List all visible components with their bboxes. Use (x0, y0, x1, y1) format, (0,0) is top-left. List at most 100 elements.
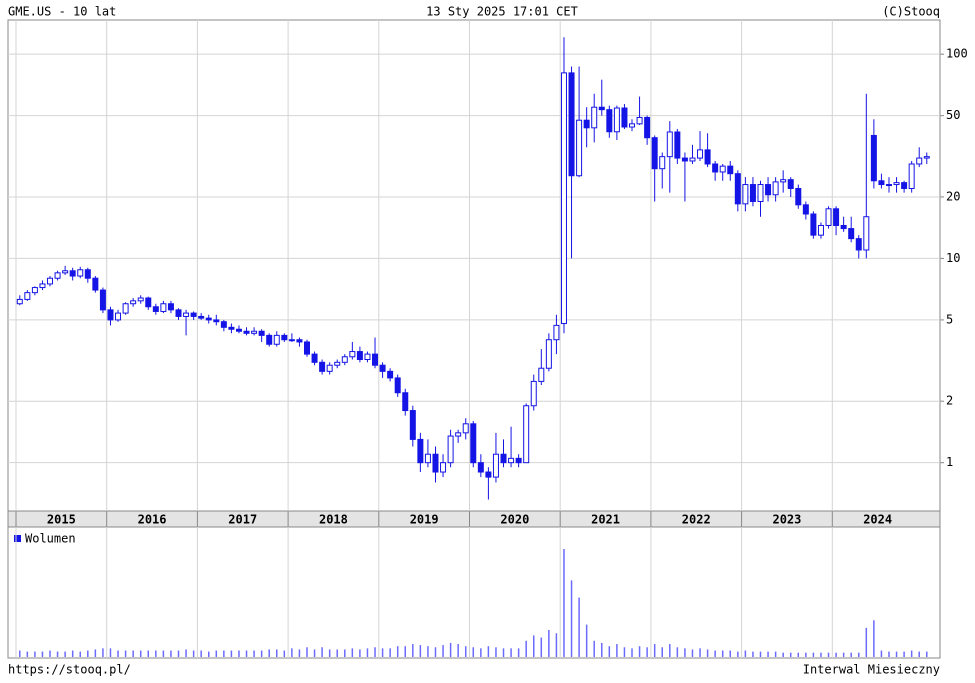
candle-body (863, 216, 870, 251)
candle-body (666, 131, 673, 158)
candle-body (908, 163, 915, 189)
x-tick-label: 2022 (682, 513, 711, 527)
candle-body (47, 277, 54, 285)
candle-body (24, 292, 31, 300)
candle-body (364, 353, 371, 361)
x-tick-label: 2020 (500, 513, 529, 527)
candle-body (636, 116, 643, 125)
y-tick-label: 100 (946, 47, 968, 61)
candle-body (500, 453, 507, 464)
candle-body (402, 392, 409, 412)
candle-body (780, 179, 787, 183)
candle-body (84, 269, 91, 279)
x-tick-label: 2023 (772, 513, 801, 527)
candle-body (349, 351, 356, 358)
candle-body (848, 228, 855, 240)
candle-body (273, 334, 280, 345)
candle-body (727, 165, 734, 175)
candle-body (651, 137, 658, 170)
candle-body (167, 303, 174, 311)
candle-body (462, 423, 469, 434)
candle-body (644, 116, 651, 139)
candle-body (583, 119, 590, 129)
legend-label: Wolumen (25, 532, 76, 546)
candle-body (757, 184, 764, 202)
x-tick-label: 2016 (138, 513, 167, 527)
candle-body (319, 361, 326, 372)
candle-body (281, 334, 288, 341)
candle-body (916, 157, 923, 165)
x-tick-label: 2024 (863, 513, 892, 527)
candle-body (258, 330, 265, 336)
candle-body (545, 339, 552, 369)
candle-body (235, 328, 242, 332)
candle-body (145, 297, 152, 308)
candle-body (606, 109, 613, 133)
candle-body (31, 287, 38, 294)
candle-body (356, 351, 363, 361)
candle-body (885, 184, 892, 187)
candle-body (704, 149, 711, 165)
candle-body (591, 106, 598, 129)
candle-body (538, 367, 545, 382)
candle-body (870, 134, 877, 182)
candle-body (409, 410, 416, 440)
candle-body (742, 184, 749, 205)
candle-body (137, 297, 144, 302)
y-tick-label: 2 (946, 394, 953, 408)
candle-body (523, 405, 530, 464)
candle-body (825, 208, 832, 226)
candle-body (326, 364, 333, 372)
candle-body (334, 361, 341, 366)
candle-body (62, 270, 69, 274)
y-tick-label: 5 (946, 312, 953, 326)
candle-body (251, 330, 258, 334)
candle-body (372, 353, 379, 366)
candle-body (923, 156, 930, 159)
candle-body (855, 238, 862, 251)
candle-body (765, 184, 772, 196)
candle-body (689, 157, 696, 162)
candle-body (492, 453, 499, 478)
candle-body (568, 72, 575, 177)
candle-body (508, 457, 515, 464)
candle-body (515, 457, 522, 464)
candle-body (341, 356, 348, 363)
candle-body (772, 181, 779, 196)
candle-body (228, 326, 235, 330)
candle-body (795, 187, 802, 206)
footer-right: Interwal Miesieczny (803, 663, 940, 677)
candle-body (311, 353, 318, 363)
candle-body (379, 364, 386, 372)
y-tick-label: 1 (946, 455, 953, 469)
candle-body (205, 317, 212, 321)
candle-body (560, 72, 567, 325)
candle-body (440, 462, 447, 473)
x-tick-label: 2015 (47, 513, 76, 527)
candle-body (266, 334, 273, 345)
candle-body (681, 157, 688, 162)
candle-body (220, 321, 227, 328)
candle-body (190, 312, 197, 317)
candle-body (288, 339, 295, 342)
x-tick-label: 2019 (410, 513, 439, 527)
y-tick-label: 50 (946, 108, 960, 122)
candle-body (394, 377, 401, 394)
candle-body (107, 309, 114, 321)
candle-body (901, 182, 908, 189)
candle-body (303, 341, 310, 355)
source: (C)Stooq (882, 5, 940, 19)
candle-body (152, 306, 159, 312)
candle-body (787, 179, 794, 189)
candle-body (213, 319, 220, 323)
candle-body (470, 423, 477, 464)
candle-body (296, 339, 303, 343)
candle-body (243, 330, 250, 334)
candle-body (477, 462, 484, 473)
candle-body (840, 224, 847, 230)
x-tick-label: 2018 (319, 513, 348, 527)
candle-body (16, 298, 23, 305)
legend-swatch (14, 535, 21, 542)
